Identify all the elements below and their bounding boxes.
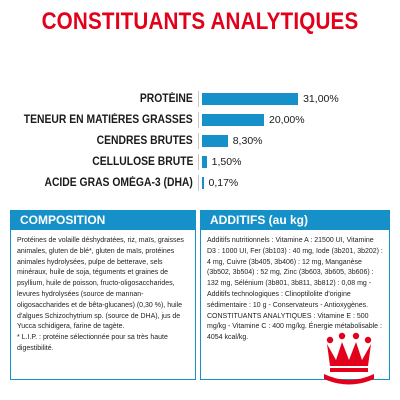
constituent-bar [202,156,207,168]
constituent-bar [202,93,299,105]
constituent-value: 31,00% [303,93,339,105]
composition-heading: COMPOSITION [10,210,196,230]
row-divider [198,91,199,107]
additifs-heading: ADDITIFS (au kg) [200,210,390,230]
royal-canin-crown-logo-icon [324,332,374,385]
constituent-row: CELLULOSE BRUTE 1,50% [0,153,400,171]
row-divider [198,175,199,191]
constituent-bar [202,135,228,147]
row-divider [198,112,199,128]
constituent-label: CENDRES BRUTES [96,135,193,147]
row-divider [198,154,199,170]
constituent-row: PROTÉINE 31,00% [0,90,400,108]
constituent-row: ACIDE GRAS OMÉGA-3 (DHA) 0,17% [0,174,400,192]
page-title: CONSTITUANTS ANALYTIQUES [41,8,359,35]
constituent-value: 0,17% [208,177,239,189]
constituent-label: TENEUR EN MATIÈRES GRASSES [24,114,193,126]
additifs-text: Additifs nutritionnels : Vitamine A : 21… [207,237,383,342]
constituent-row: TENEUR EN MATIÈRES GRASSES 20,00% [0,111,400,129]
composition-panel: Protéines de volaille déshydratées, riz,… [10,230,196,380]
constituent-row: CENDRES BRUTES 8,30% [0,132,400,150]
constituent-value: 20,00% [269,114,305,126]
constituent-value: 1,50% [211,156,242,168]
composition-text: Protéines de volaille déshydratées, riz,… [17,237,184,331]
constituent-bar [202,177,204,189]
constituent-label: CELLULOSE BRUTE [91,156,193,168]
additifs-panel: Additifs nutritionnels : Vitamine A : 21… [200,230,390,380]
constituent-label: ACIDE GRAS OMÉGA-3 (DHA) [44,177,193,189]
row-divider [198,133,199,149]
constituent-value: 8,30% [232,135,263,147]
composition-footnote: * L.I.P. : protéine sélectionnée pour sa… [17,334,168,352]
constituent-label: PROTÉINE [140,93,193,105]
constituent-bar [202,114,264,126]
